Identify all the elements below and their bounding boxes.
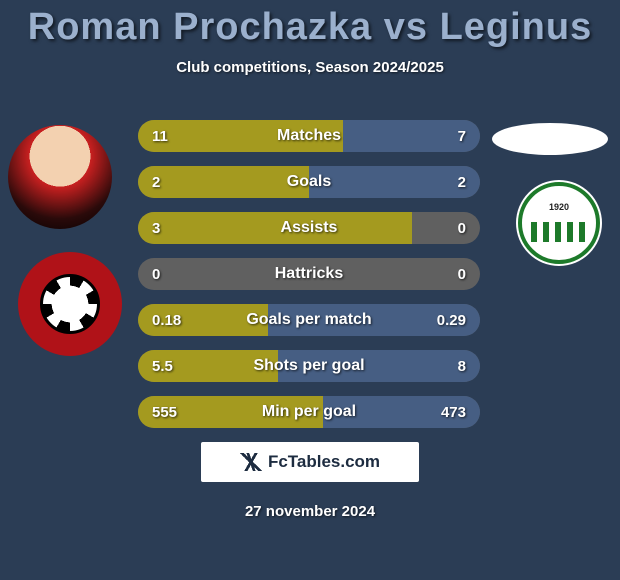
stat-label: Shots per goal — [198, 357, 420, 375]
page-title: Roman Prochazka vs Leginus — [0, 0, 620, 49]
club-right-badge: 1920 — [516, 180, 602, 266]
page-subtitle: Club competitions, Season 2024/2025 — [0, 59, 620, 76]
stats-comparison: 11Matches72Goals23Assists00Hattricks00.1… — [138, 120, 480, 442]
stat-value-left: 0.18 — [138, 312, 198, 329]
stat-value-left: 555 — [138, 404, 198, 421]
stat-value-right: 2 — [420, 174, 480, 191]
brand-label: FcTables.com — [268, 452, 380, 472]
chart-icon — [240, 453, 262, 471]
stat-row: 0.18Goals per match0.29 — [138, 304, 480, 336]
stat-value-right: 473 — [420, 404, 480, 421]
badge-ring-icon — [518, 182, 600, 264]
stat-label: Min per goal — [198, 403, 420, 421]
stat-label: Goals per match — [198, 311, 420, 329]
stat-value-right: 0.29 — [420, 312, 480, 329]
stat-value-left: 11 — [138, 128, 198, 145]
stat-value-right: 0 — [420, 220, 480, 237]
stat-value-right: 8 — [420, 358, 480, 375]
club-left-badge — [18, 252, 122, 356]
soccerball-icon — [40, 274, 100, 334]
stat-label: Matches — [198, 127, 420, 145]
stat-value-left: 2 — [138, 174, 198, 191]
stat-label: Goals — [198, 173, 420, 191]
stat-row: 0Hattricks0 — [138, 258, 480, 290]
stat-row: 5.5Shots per goal8 — [138, 350, 480, 382]
stat-value-right: 0 — [420, 266, 480, 283]
stat-row: 11Matches7 — [138, 120, 480, 152]
stat-label: Hattricks — [198, 265, 420, 283]
stat-row: 3Assists0 — [138, 212, 480, 244]
stat-value-right: 7 — [420, 128, 480, 145]
stat-row: 555Min per goal473 — [138, 396, 480, 428]
stat-row: 2Goals2 — [138, 166, 480, 198]
stat-label: Assists — [198, 219, 420, 237]
brand-plate[interactable]: FcTables.com — [201, 442, 419, 482]
footer-date: 27 november 2024 — [0, 503, 620, 520]
player-right-avatar — [492, 123, 608, 155]
stat-value-left: 3 — [138, 220, 198, 237]
stat-value-left: 0 — [138, 266, 198, 283]
club-right-year: 1920 — [549, 202, 569, 212]
stat-value-left: 5.5 — [138, 358, 198, 375]
player-left-avatar — [8, 125, 112, 229]
